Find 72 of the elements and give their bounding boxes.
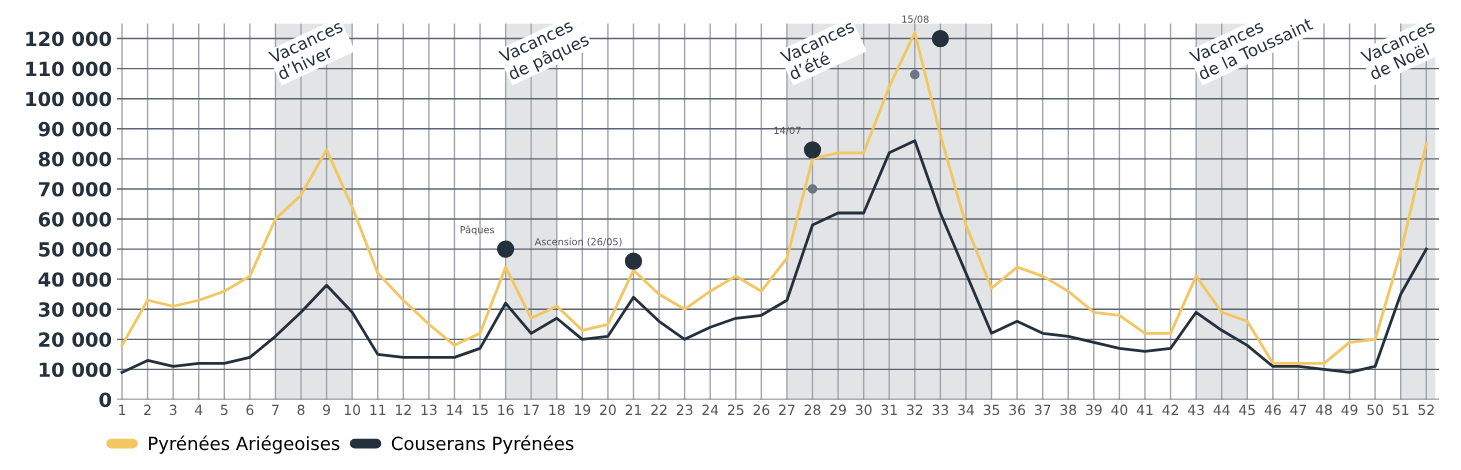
x-tick-label: 38: [1060, 404, 1077, 416]
x-tick-label: 11: [370, 404, 386, 415]
x-tick-label: 7: [272, 404, 279, 415]
annotation: Pâques: [460, 225, 495, 236]
y-tick-label: 50 000: [39, 242, 112, 257]
x-tick-label: 44: [1213, 404, 1230, 415]
x-tick-label: 2: [144, 404, 151, 415]
x-tick-label: 25: [727, 404, 744, 416]
x-tick-label: 31: [881, 404, 897, 416]
x-tick-label: 8: [297, 404, 305, 416]
x-tick-label: 27: [779, 404, 795, 415]
x-tick-label: 19: [575, 404, 591, 416]
x-tick-label: 1: [119, 404, 126, 415]
legend-label: Pyrénées Ariégeoises: [149, 435, 340, 454]
line-series: [120, 139, 1428, 374]
x-tick-label: 6: [246, 404, 254, 416]
x-tick-label: 4: [194, 404, 203, 415]
x-tick-label: 36: [1009, 404, 1026, 416]
x-tick-label: 3: [169, 404, 177, 416]
x-tick-label: 10: [344, 404, 361, 416]
y-tick-label: 80 000: [38, 151, 112, 167]
x-tick-label: 28: [804, 404, 821, 416]
x-tick-label: 32: [907, 404, 923, 416]
y-tick-label: 40 000: [38, 272, 112, 287]
annotation: 15/08: [902, 15, 929, 24]
x-tick-label: 30: [855, 404, 872, 416]
y-tick-label: 10 000: [39, 362, 112, 378]
x-tick-label: 14: [447, 404, 463, 415]
x-tick-label: 37: [1034, 404, 1051, 416]
x-tick-label: 12: [396, 404, 411, 415]
x-tick-label: 48: [1315, 404, 1332, 416]
x-tick-label: 29: [830, 404, 846, 416]
x-tick-label: 15: [472, 404, 488, 416]
x-tick-label: 52: [1418, 404, 1434, 416]
x-tick-label: 33: [932, 404, 949, 416]
y-tick-label: 120 000: [26, 31, 112, 47]
x-tick-label: 40: [1111, 404, 1128, 416]
x-tick-label: 16: [498, 404, 514, 416]
y-tick-label: 70 000: [38, 181, 112, 197]
y-tick-label: 110 000: [26, 61, 112, 77]
x-tick-label: 5: [220, 404, 228, 416]
y-tick-label: 60 000: [38, 211, 112, 227]
y-tick-label: 90 000: [38, 121, 112, 137]
y-tick-label: 30 000: [38, 302, 112, 317]
x-tick-label: 35: [983, 404, 1000, 416]
y-tick-label: 20 000: [39, 332, 112, 347]
y-tick-label: 0: [99, 392, 112, 408]
x-tick-label: 39: [1086, 404, 1102, 416]
x-tick-label: 24: [702, 404, 719, 415]
x-tick-label: 46: [1264, 404, 1281, 416]
x-tick-label: 41: [1136, 404, 1153, 415]
x-tick-label: 34: [958, 404, 975, 416]
x-tick-label: 45: [1239, 404, 1255, 416]
annotation: 14/07: [774, 126, 801, 135]
x-tick-label: 49: [1341, 404, 1358, 416]
legend-label: Couserans Pyrénées: [391, 435, 574, 454]
x-tick-label: 42: [1162, 404, 1178, 415]
x-tick-label: 50: [1367, 404, 1384, 416]
x-tick-label: 17: [523, 404, 539, 415]
x-tick-label: 9: [323, 404, 331, 416]
x-tick-label: 22: [651, 404, 667, 415]
x-tick-label: 13: [421, 404, 437, 416]
y-tick-label: 100 000: [26, 91, 112, 107]
x-tick-label: 20: [600, 404, 616, 416]
x-tick-label: 47: [1290, 404, 1307, 415]
x-tick-label: 21: [625, 404, 642, 415]
x-tick-label: 51: [1392, 404, 1409, 416]
annotation: Ascension (26/05): [534, 237, 622, 247]
x-tick-label: 18: [549, 404, 565, 416]
x-tick-label: 26: [753, 404, 770, 416]
x-tick-label: 23: [676, 404, 693, 416]
x-tick-label: 43: [1187, 404, 1204, 416]
